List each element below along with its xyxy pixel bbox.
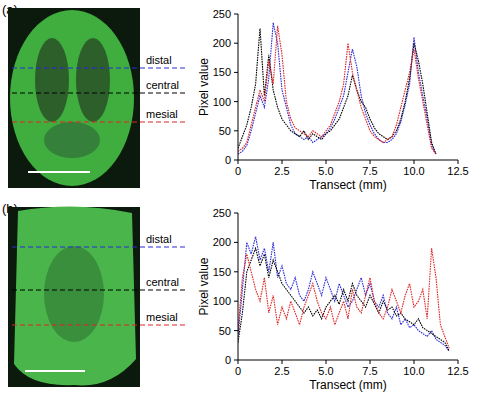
tissue-dark-region [44,122,100,158]
x-tick [414,360,415,364]
y-tick [234,242,238,243]
tissue-dark-region [35,38,69,122]
y-tick-label: 50 [219,325,231,337]
y-tick-label: 250 [213,207,231,219]
panel: (b)distalcentralmesial05010015020025002.… [2,201,469,392]
tissue-dark-region [44,246,104,342]
transect-line [12,324,186,325]
transect-line [12,289,186,290]
x-tick [414,160,415,164]
y-tick [234,160,238,161]
scale-bar [28,171,90,173]
plot-area [238,237,449,352]
x-tick [326,360,327,364]
x-tick-label: 10.0 [403,165,424,177]
x-tick [458,160,459,164]
transect-label: distal [146,54,172,66]
tissue-dark-region [76,38,110,122]
x-tick-label: 10.0 [403,365,424,377]
y-tick [234,271,238,272]
transect-line [12,121,186,122]
x-tick [370,160,371,164]
y-tick-label: 50 [219,125,231,137]
x-tick-label: 2.5 [274,365,289,377]
micrograph-background [8,8,140,188]
series-line [238,23,436,154]
y-tick [234,101,238,102]
x-tick [238,360,239,364]
x-tick-label: 0 [235,365,241,377]
transect-label: distal [146,233,172,245]
x-axis-label: Transect (mm) [309,178,387,192]
series-line [238,248,449,348]
panel: (a)distalcentralmesial05010015020025002.… [2,2,469,192]
y-tick-label: 150 [213,66,231,78]
x-tick-label: 5.0 [318,165,333,177]
y-tick [234,130,238,131]
y-tick [234,14,238,15]
y-tick [234,43,238,44]
series-line [238,26,436,154]
y-tick [234,330,238,331]
x-axis [238,360,458,361]
x-tick [326,160,327,164]
y-tick-label: 0 [225,354,231,366]
y-axis [238,213,239,360]
x-tick-label: 12.5 [447,365,468,377]
x-tick [370,360,371,364]
x-tick-label: 7.5 [362,365,377,377]
x-tick-label: 0 [235,165,241,177]
micrograph-background [8,207,140,387]
transect-label: central [146,276,179,288]
x-tick-label: 5.0 [318,365,333,377]
transect-line [12,67,186,68]
x-axis [238,160,458,161]
y-tick-label: 250 [213,8,231,20]
x-tick-label: 7.5 [362,165,377,177]
y-axis-label: Pixel value [197,257,211,315]
y-tick-label: 0 [225,154,231,166]
x-tick [282,360,283,364]
transect-label: mesial [146,108,178,120]
x-tick [458,360,459,364]
y-tick [234,301,238,302]
y-tick-label: 200 [213,236,231,248]
transect-line [12,246,186,247]
y-tick [234,213,238,214]
tissue [10,10,134,186]
y-tick [234,360,238,361]
y-tick-label: 100 [213,295,231,307]
x-axis-label: Transect (mm) [309,378,387,392]
transect-line [12,92,186,93]
tissue [14,206,136,385]
x-tick [238,160,239,164]
x-tick-label: 2.5 [274,165,289,177]
figure: (a)distalcentralmesial05010015020025002.… [0,0,500,396]
transect-label: mesial [146,311,178,323]
y-axis-label: Pixel value [197,58,211,116]
transect-label: central [146,79,179,91]
y-tick-label: 200 [213,37,231,49]
plot-area [238,23,436,154]
series-line [238,237,449,352]
series-line [238,248,449,351]
y-tick [234,72,238,73]
x-tick [282,160,283,164]
series-line [238,29,436,155]
y-tick-label: 100 [213,96,231,108]
scale-bar [25,370,85,372]
x-tick-label: 12.5 [447,165,468,177]
y-axis [238,14,239,160]
y-tick-label: 150 [213,266,231,278]
